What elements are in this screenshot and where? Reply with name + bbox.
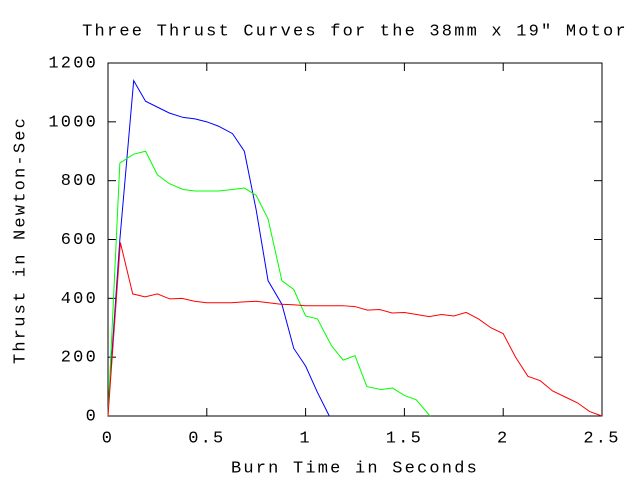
x-tick-label: 0.5	[188, 429, 225, 448]
y-tick-label: 600	[61, 231, 98, 250]
y-tick-label: 1200	[48, 54, 98, 73]
y-tick-label: 0	[86, 407, 98, 426]
y-tick-label: 400	[61, 290, 98, 309]
thrust-line	[107, 242, 603, 417]
x-tick-label: 0	[102, 429, 114, 448]
y-tick-label: 1000	[48, 113, 98, 132]
x-tick-label: 2.5	[583, 429, 620, 448]
thrust-line	[107, 150, 431, 417]
x-tick-label: 1.5	[386, 429, 423, 448]
thrust-line	[107, 79, 330, 417]
x-tick-label: 2	[497, 429, 509, 448]
y-axis-label: Thrust in Newton-Sec	[11, 116, 30, 364]
x-axis-label: Burn Time in Seconds	[231, 459, 479, 478]
chart-title: Three Thrust Curves for the 38mm x 19" M…	[82, 22, 628, 41]
y-tick-label: 800	[61, 172, 98, 191]
x-tick-label: 1	[299, 429, 311, 448]
y-tick-label: 200	[61, 349, 98, 368]
